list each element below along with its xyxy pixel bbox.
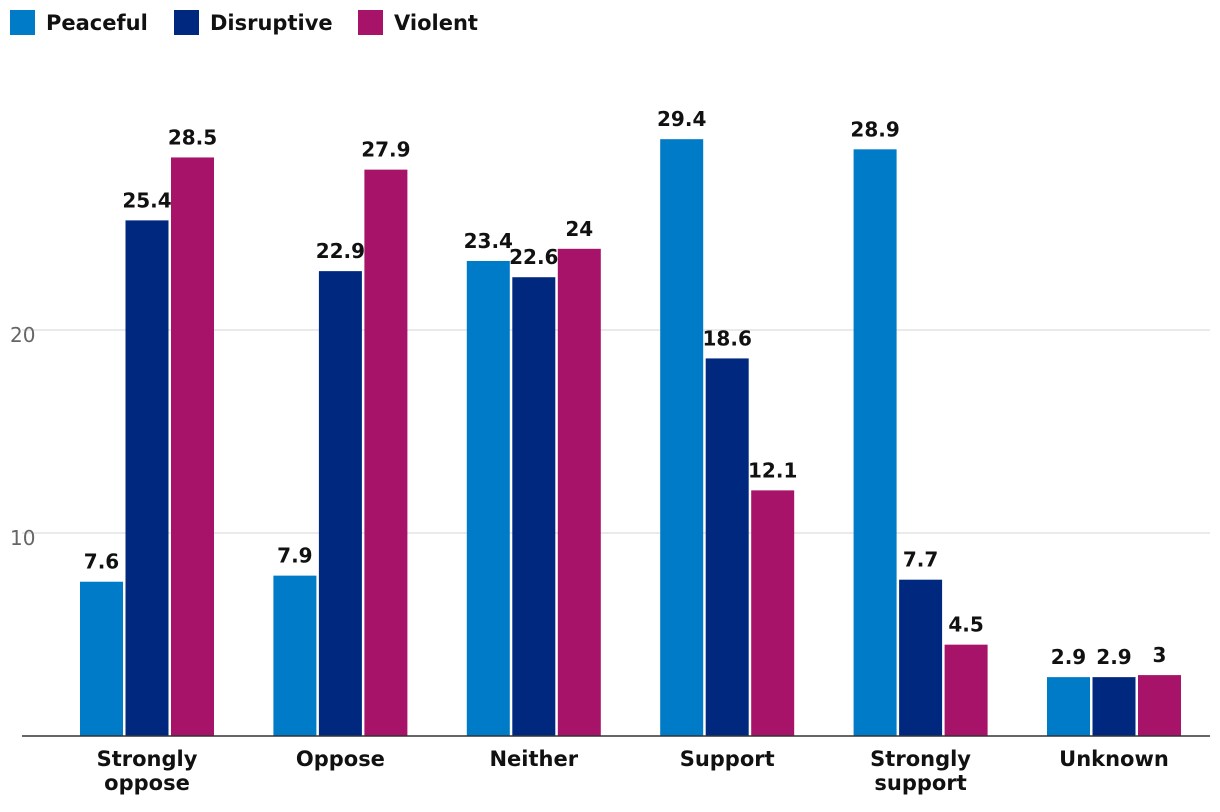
gridlines	[22, 329, 1210, 534]
category-label: Unknown	[1059, 747, 1169, 771]
legend-label: Peaceful	[46, 11, 148, 35]
bar-group: 29.4 18.6 12.1	[657, 107, 797, 736]
data-label: 28.9	[850, 117, 899, 141]
category-label-line: support	[874, 771, 966, 795]
data-label: 3	[1153, 643, 1167, 667]
legend-item-violent: Violent	[358, 10, 478, 35]
legend-swatch	[358, 10, 383, 35]
bar-peaceful	[1047, 677, 1090, 736]
bar-disruptive	[1092, 677, 1136, 736]
category-label-line: Unknown	[1059, 747, 1169, 771]
bar-violent	[944, 644, 988, 736]
category-label: Neither	[489, 747, 578, 771]
category-label-line: Strongly	[870, 747, 971, 771]
data-label: 2.9	[1096, 645, 1131, 669]
bar-disruptive	[512, 277, 556, 736]
bar-disruptive	[125, 220, 169, 736]
bar-disruptive	[705, 358, 749, 736]
bar-disruptive	[318, 271, 362, 736]
legend-item-disruptive: Disruptive	[174, 10, 333, 35]
bar-peaceful	[273, 575, 317, 736]
legend-swatch	[174, 10, 199, 35]
category-label-line: Neither	[489, 747, 578, 771]
bar-group: 23.422.6 24	[464, 217, 601, 737]
data-label: 7.6	[84, 550, 119, 574]
category-label-line: Strongly	[97, 747, 198, 771]
data-label: 7.7	[903, 548, 938, 572]
y-axis-ticks: 10 20	[10, 323, 35, 550]
data-label: 12.1	[748, 458, 797, 482]
data-label: 28.5	[168, 125, 217, 149]
category-label: Strongly oppose	[97, 747, 198, 795]
bar-peaceful	[660, 139, 704, 736]
data-label: 23.4	[464, 229, 513, 253]
category-label-line: oppose	[104, 771, 190, 795]
bar-group: 2.9 2.9 3	[1047, 643, 1181, 736]
bar-violent	[1138, 675, 1181, 736]
category-label: Support	[680, 747, 775, 771]
bar-group: 7.9 22.9 27.9	[273, 138, 411, 736]
data-label: 2.9	[1051, 645, 1086, 669]
data-label: 25.4	[122, 188, 171, 212]
data-label: 27.9	[361, 138, 410, 162]
y-tick-label: 10	[10, 526, 35, 550]
category-label: Strongly support	[870, 747, 971, 795]
legend-item-peaceful: Peaceful	[10, 10, 148, 35]
bar-peaceful	[853, 149, 897, 736]
data-label: 7.9	[277, 544, 312, 568]
bar-group: 7.6 25.4 28.5	[80, 125, 217, 736]
bar-peaceful	[80, 581, 123, 736]
legend-label: Disruptive	[210, 11, 333, 35]
data-label: 18.6	[703, 326, 752, 350]
bar-violent	[557, 248, 601, 737]
bar-disruptive	[899, 579, 943, 736]
data-label: 29.4	[657, 107, 706, 131]
category-label-line: Oppose	[296, 747, 385, 771]
bar-violent	[751, 490, 795, 736]
bar-violent	[364, 169, 408, 736]
bar-group: 28.9 7.7 4.5	[850, 117, 988, 736]
legend-swatch	[10, 10, 35, 35]
bar-peaceful	[466, 260, 510, 736]
data-label: 4.5	[948, 613, 983, 637]
bars: 7.6 25.4 28.5 7.9 22.9 27.9 23.422.6 24 29.4 18.6…	[80, 107, 1181, 737]
category-label: Oppose	[296, 747, 385, 771]
legend-label: Violent	[394, 11, 478, 35]
bar-violent	[171, 157, 214, 736]
data-label: 22.9	[316, 239, 365, 263]
category-label-line: Support	[680, 747, 775, 771]
data-label: 24	[565, 217, 593, 241]
y-tick-label: 20	[10, 323, 35, 347]
data-label: 22.6	[509, 245, 558, 269]
legend: Peaceful Disruptive Violent	[10, 10, 478, 35]
